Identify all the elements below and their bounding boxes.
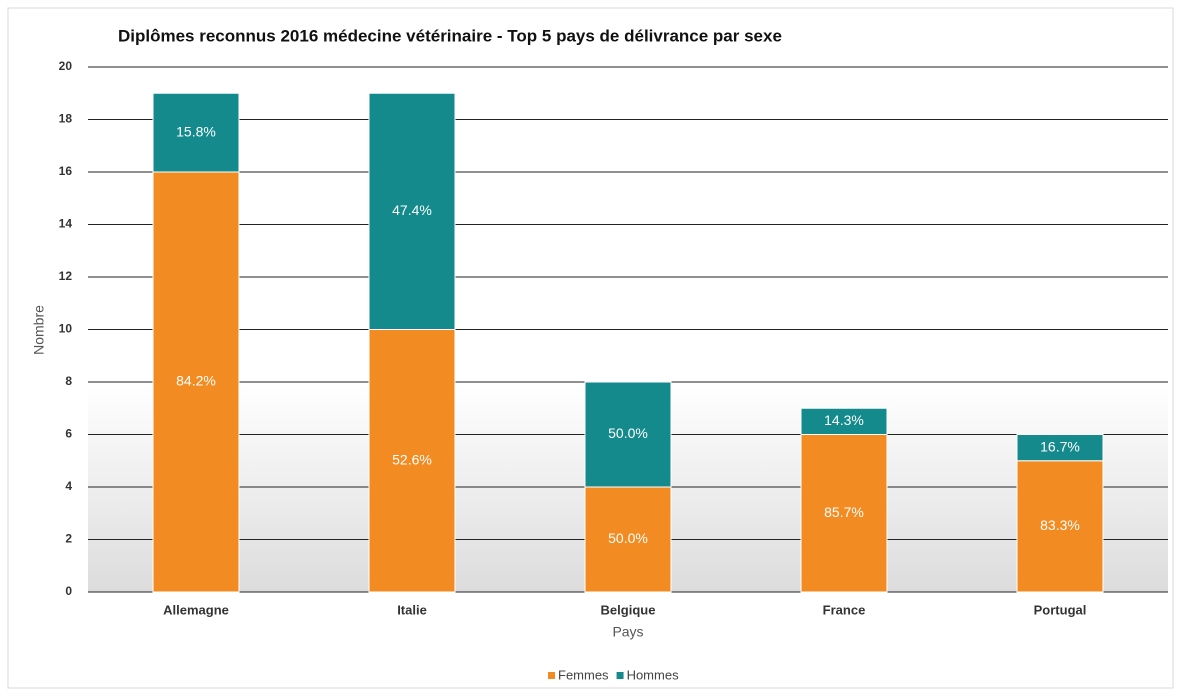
bar-segment [368,329,456,593]
x-tick-label: Belgique [601,602,656,617]
chart-title: Diplômes reconnus 2016 médecine vétérina… [118,26,782,45]
x-tick-label: France [823,602,866,617]
data-label: 83.3% [1040,517,1080,533]
chart-border [7,7,1174,689]
data-label: 52.6% [392,451,432,467]
data-label: 50.0% [608,425,648,441]
legend-swatch [616,672,624,679]
y-tick-label: 10 [59,322,73,336]
y-tick-label: 18 [59,112,73,126]
y-tick-label: 4 [65,479,72,493]
legend-swatch [548,672,555,679]
y-tick-label: 14 [59,217,73,231]
bar-segment [800,407,888,435]
data-label: 15.8% [176,123,216,139]
bar-segment [584,381,672,488]
data-label: 47.4% [392,202,432,218]
y-tick-label: 8 [65,374,72,388]
y-axis-label: Nombre [31,305,47,355]
bar-segment [800,434,888,593]
y-tick-label: 16 [59,164,73,178]
data-label: 85.7% [824,504,864,520]
y-tick-label: 6 [65,427,72,441]
x-axis-label: Pays [612,624,643,640]
y-tick-label: 20 [59,59,73,73]
data-label: 14.3% [824,412,864,428]
legend-label: Femmes [558,667,609,682]
data-label: 16.7% [1040,438,1080,454]
bar-segment [152,171,240,593]
data-label: 50.0% [608,530,648,546]
legend-label: Hommes [627,667,680,682]
x-tick-label: Portugal [1034,602,1087,617]
x-tick-label: Allemagne [163,602,229,617]
data-label: 84.2% [176,373,216,389]
bar-segment [152,92,240,173]
y-tick-label: 12 [59,269,73,283]
y-tick-label: 2 [65,532,72,546]
bar-segment [1016,434,1104,462]
bar-segment [368,92,456,330]
x-tick-label: Italie [397,602,427,617]
bar-segment [1016,460,1104,593]
y-tick-label: 0 [65,584,72,598]
